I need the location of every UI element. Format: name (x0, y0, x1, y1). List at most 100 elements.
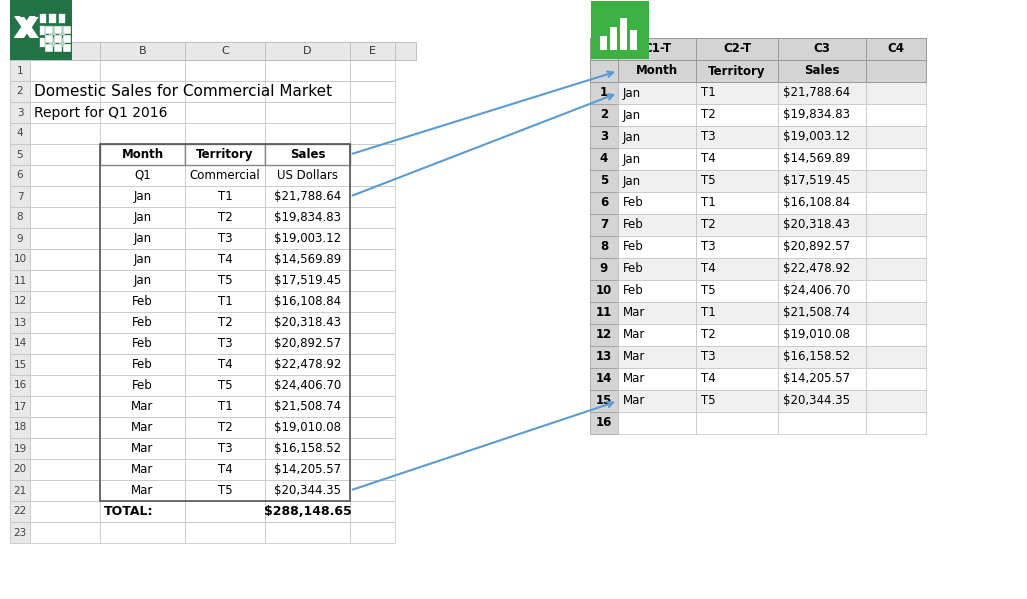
Text: Feb: Feb (132, 295, 153, 308)
FancyBboxPatch shape (10, 102, 30, 123)
Text: T5: T5 (701, 395, 716, 407)
Text: Feb: Feb (132, 337, 153, 350)
Text: $17,519.45: $17,519.45 (783, 174, 850, 187)
FancyBboxPatch shape (185, 522, 265, 543)
Text: T4: T4 (218, 463, 232, 476)
FancyBboxPatch shape (265, 333, 350, 354)
Text: Jan: Jan (134, 274, 152, 287)
FancyBboxPatch shape (63, 44, 71, 52)
FancyBboxPatch shape (265, 354, 350, 375)
Text: 4: 4 (600, 153, 608, 165)
Text: Month: Month (636, 65, 678, 77)
FancyBboxPatch shape (100, 102, 185, 123)
FancyBboxPatch shape (696, 324, 778, 346)
Text: 15: 15 (13, 359, 27, 370)
FancyBboxPatch shape (696, 390, 778, 412)
FancyBboxPatch shape (866, 126, 926, 148)
Text: A: A (62, 46, 69, 56)
FancyBboxPatch shape (48, 13, 55, 23)
FancyBboxPatch shape (696, 126, 778, 148)
FancyBboxPatch shape (265, 42, 350, 60)
Text: C3: C3 (813, 43, 831, 56)
FancyBboxPatch shape (350, 228, 395, 249)
Text: $14,569.89: $14,569.89 (783, 153, 850, 165)
FancyBboxPatch shape (350, 480, 395, 501)
Text: Jan: Jan (623, 108, 641, 122)
Text: T4: T4 (701, 153, 716, 165)
Text: D: D (303, 46, 312, 56)
Text: 10: 10 (596, 285, 612, 298)
Text: 14: 14 (596, 373, 612, 386)
FancyBboxPatch shape (589, 302, 618, 324)
FancyBboxPatch shape (696, 104, 778, 126)
Text: $20,344.35: $20,344.35 (274, 484, 341, 497)
Text: 13: 13 (596, 350, 612, 364)
FancyBboxPatch shape (589, 258, 618, 280)
FancyBboxPatch shape (350, 312, 395, 333)
Text: 16: 16 (596, 416, 612, 429)
FancyBboxPatch shape (866, 82, 926, 104)
FancyBboxPatch shape (58, 37, 65, 47)
FancyBboxPatch shape (350, 42, 395, 60)
FancyBboxPatch shape (100, 81, 185, 102)
FancyBboxPatch shape (30, 333, 100, 354)
FancyBboxPatch shape (39, 37, 46, 47)
FancyBboxPatch shape (696, 148, 778, 170)
FancyBboxPatch shape (350, 459, 395, 480)
FancyBboxPatch shape (866, 38, 926, 60)
FancyBboxPatch shape (618, 280, 696, 302)
Text: $16,158.52: $16,158.52 (274, 442, 341, 455)
FancyBboxPatch shape (589, 192, 618, 214)
FancyBboxPatch shape (30, 480, 100, 501)
Text: $19,010.08: $19,010.08 (274, 421, 341, 434)
FancyBboxPatch shape (866, 60, 926, 82)
FancyBboxPatch shape (30, 42, 100, 60)
FancyBboxPatch shape (778, 346, 866, 368)
FancyBboxPatch shape (866, 214, 926, 236)
Text: Mar: Mar (131, 400, 154, 413)
FancyBboxPatch shape (30, 396, 100, 417)
FancyBboxPatch shape (866, 280, 926, 302)
FancyBboxPatch shape (778, 60, 866, 82)
Text: X: X (17, 16, 39, 44)
FancyBboxPatch shape (778, 412, 866, 434)
FancyBboxPatch shape (30, 60, 100, 81)
FancyBboxPatch shape (618, 214, 696, 236)
FancyBboxPatch shape (10, 375, 30, 396)
FancyBboxPatch shape (54, 35, 62, 43)
FancyBboxPatch shape (866, 412, 926, 434)
FancyBboxPatch shape (10, 186, 30, 207)
FancyBboxPatch shape (30, 417, 100, 438)
FancyBboxPatch shape (350, 375, 395, 396)
Text: $20,344.35: $20,344.35 (783, 395, 850, 407)
FancyBboxPatch shape (696, 412, 778, 434)
FancyBboxPatch shape (265, 522, 350, 543)
FancyBboxPatch shape (30, 249, 100, 270)
FancyBboxPatch shape (350, 270, 395, 291)
FancyBboxPatch shape (618, 126, 696, 148)
Text: Feb: Feb (132, 358, 153, 371)
Text: 15: 15 (596, 395, 612, 407)
Text: $288,148.65: $288,148.65 (264, 505, 351, 518)
FancyBboxPatch shape (30, 81, 100, 102)
Text: US Dollars: US Dollars (277, 169, 338, 182)
FancyBboxPatch shape (10, 228, 30, 249)
Text: C1-T: C1-T (643, 43, 671, 56)
Text: T4: T4 (701, 262, 716, 276)
FancyBboxPatch shape (45, 26, 53, 34)
Text: Mar: Mar (623, 350, 645, 364)
FancyBboxPatch shape (866, 170, 926, 192)
FancyBboxPatch shape (185, 123, 265, 144)
Text: Sales: Sales (290, 148, 326, 161)
FancyBboxPatch shape (30, 312, 100, 333)
Text: 20: 20 (13, 464, 27, 474)
FancyBboxPatch shape (866, 236, 926, 258)
FancyBboxPatch shape (185, 417, 265, 438)
FancyBboxPatch shape (265, 165, 350, 186)
FancyBboxPatch shape (10, 480, 30, 501)
FancyBboxPatch shape (100, 186, 185, 207)
FancyBboxPatch shape (265, 417, 350, 438)
FancyBboxPatch shape (185, 459, 265, 480)
FancyBboxPatch shape (100, 396, 185, 417)
Text: $21,508.74: $21,508.74 (783, 307, 850, 319)
